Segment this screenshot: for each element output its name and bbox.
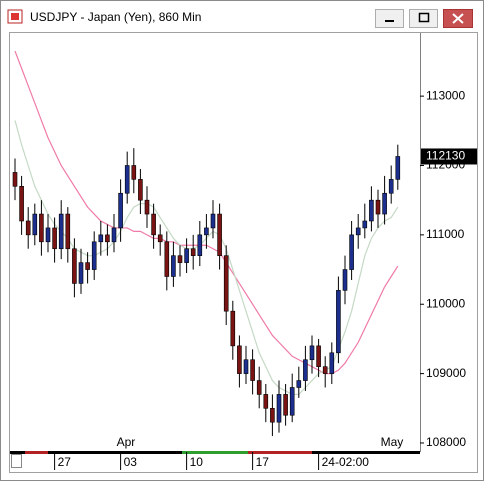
candle-body	[144, 199, 150, 215]
candle-body	[296, 380, 302, 388]
candle-body	[256, 380, 262, 395]
candle-body	[184, 248, 189, 263]
candle-body	[124, 165, 130, 194]
candle-body	[250, 359, 255, 381]
month-label: Apr	[117, 435, 136, 449]
app-icon-inner	[11, 13, 19, 20]
candle-body	[217, 213, 222, 256]
candle-body	[171, 255, 176, 277]
price-tag-label: 112130	[426, 149, 465, 163]
candle-body	[395, 156, 401, 180]
scroll-box[interactable]	[11, 454, 22, 468]
candle-body	[98, 234, 104, 243]
candle-body	[263, 394, 269, 409]
candle-body	[39, 213, 44, 243]
candle-body	[243, 359, 249, 374]
minimize-button[interactable]	[375, 9, 404, 28]
candle-body	[164, 241, 170, 277]
candle-body	[111, 227, 117, 243]
candle-body	[322, 366, 328, 374]
candle-body	[204, 227, 209, 236]
maximize-button[interactable]	[409, 9, 438, 28]
candle-body	[177, 255, 183, 263]
candle-body	[342, 269, 348, 291]
candle-body	[52, 227, 57, 250]
x-tick-label: 24-02:00	[322, 455, 370, 469]
candle-body	[151, 213, 156, 236]
y-tick-label: 111000	[426, 227, 465, 241]
candle-body	[19, 186, 24, 222]
candle-body	[72, 248, 77, 284]
candle-body	[58, 213, 64, 250]
candle-body	[289, 387, 295, 416]
x-tick-label: 17	[256, 455, 270, 469]
candle-body	[309, 345, 315, 361]
candle-body	[230, 310, 236, 347]
month-label: May	[381, 435, 404, 449]
y-tick-label: 108000	[426, 435, 466, 449]
candle-body	[91, 241, 97, 270]
candle-body	[118, 192, 123, 229]
candle-body	[303, 359, 308, 381]
candle-body	[270, 407, 275, 423]
y-tick-label: 113000	[426, 88, 465, 102]
candle-body	[32, 213, 38, 236]
candle-body	[157, 234, 163, 243]
x-tick-label: 10	[190, 455, 204, 469]
candle-body	[237, 345, 242, 374]
candle-body	[25, 220, 31, 236]
x-tick-label: 27	[58, 455, 72, 469]
candle-body	[316, 345, 321, 367]
candle-body	[349, 234, 354, 270]
x-tick-label: 03	[124, 455, 138, 469]
candle-body	[45, 227, 51, 243]
candle-body	[355, 227, 361, 236]
candle-body	[382, 192, 387, 215]
y-tick-label: 110000	[426, 296, 465, 310]
y-tick-label: 109000	[426, 366, 466, 380]
candle-body	[78, 262, 84, 284]
window-title: USDJPY - Japan (Yen), 860 Min	[30, 10, 201, 24]
candle-body	[197, 234, 203, 256]
candle-body	[369, 199, 374, 222]
candle-body	[329, 352, 335, 374]
close-button[interactable]	[443, 9, 473, 28]
candle-body	[336, 290, 341, 354]
candle-body	[283, 394, 288, 416]
candle-body	[138, 179, 143, 201]
candle-body	[190, 248, 196, 256]
price-tag	[421, 148, 477, 165]
candle-body	[223, 255, 229, 312]
candle-body	[362, 220, 368, 229]
candle-body	[276, 394, 282, 423]
candle-body	[12, 172, 18, 187]
candle-body	[85, 262, 90, 270]
chart-frame	[9, 32, 478, 473]
candle-body	[105, 234, 110, 243]
candle-body	[210, 213, 216, 229]
candle-body	[131, 165, 137, 180]
candle-body	[375, 199, 381, 215]
candle-body	[65, 213, 71, 250]
candle-body	[388, 179, 394, 194]
